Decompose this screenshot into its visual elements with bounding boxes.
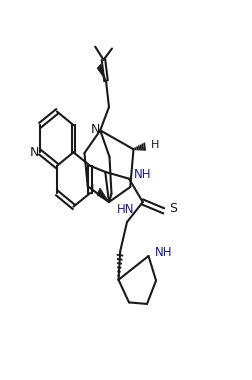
Text: HN: HN	[116, 203, 134, 216]
Text: H: H	[150, 141, 158, 150]
Polygon shape	[97, 188, 109, 202]
Polygon shape	[97, 64, 106, 81]
Text: NH: NH	[154, 247, 172, 260]
Text: N: N	[30, 146, 39, 159]
Text: NH: NH	[134, 168, 151, 181]
Text: N: N	[90, 123, 100, 136]
Text: S: S	[169, 202, 177, 215]
Text: H: H	[86, 184, 94, 194]
